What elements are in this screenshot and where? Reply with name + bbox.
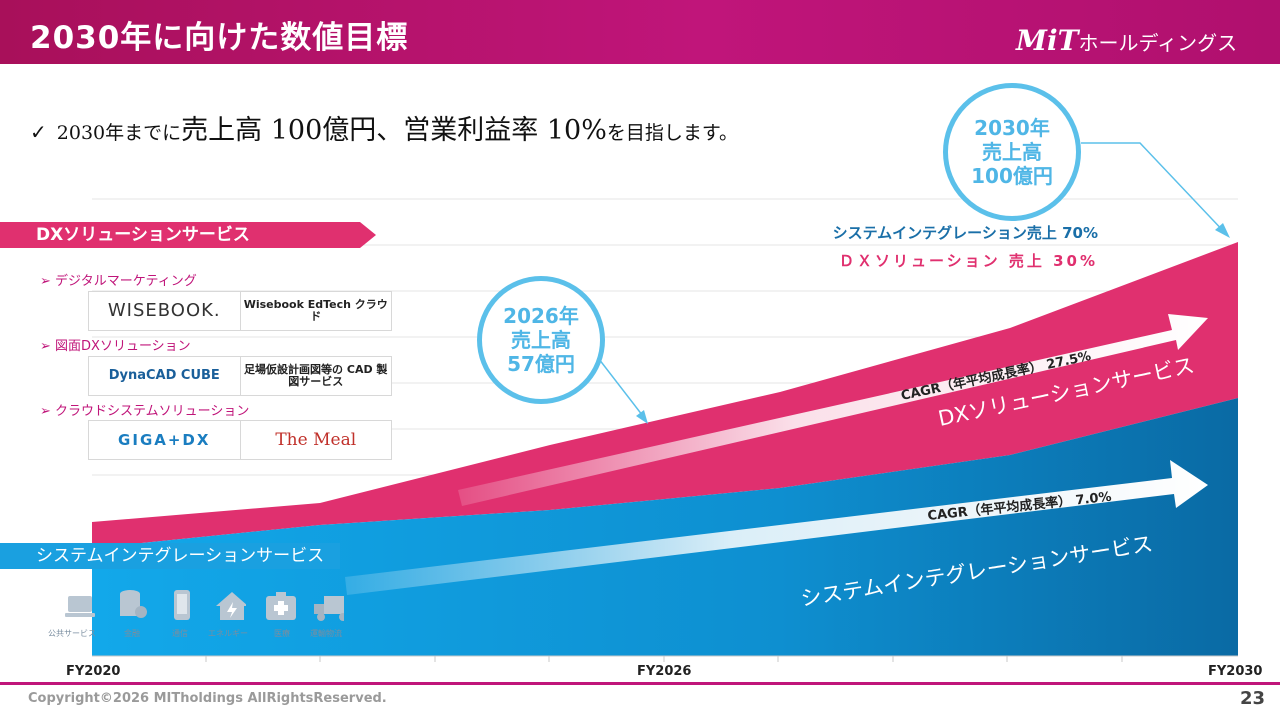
si-icon-label: 運輸物流 bbox=[310, 629, 342, 638]
dx-area bbox=[92, 242, 1238, 548]
dx-group-digital-marketing: ➢ デジタルマーケティング bbox=[40, 274, 197, 289]
x-tick-label: FY2020 bbox=[66, 664, 121, 679]
si-area bbox=[92, 398, 1238, 656]
si-icon-label: 医療 bbox=[274, 629, 290, 638]
brand-sub: ホールディングス bbox=[1078, 31, 1238, 55]
mobile-icon bbox=[174, 590, 190, 620]
si-icon-label: 公共サービス bbox=[48, 629, 96, 638]
dx-share-text: ＤＸソリューション 売上 30% bbox=[838, 252, 1098, 270]
dynacad-cube-logo: DynaCAD CUBE bbox=[108, 368, 220, 383]
footer-divider bbox=[0, 682, 1280, 685]
wisebook-logo: WISEBOOK. bbox=[107, 300, 221, 321]
si-icon-item bbox=[214, 590, 248, 626]
si-icon-item bbox=[264, 590, 296, 626]
x-axis bbox=[92, 655, 1238, 662]
callout-2026-label: 売上高 bbox=[511, 328, 571, 352]
si-icon-item bbox=[312, 594, 350, 626]
wisebook-edtech-logo: Wisebook EdTech クラウド bbox=[239, 292, 392, 330]
giga-dx-logo: GIGA+DX bbox=[118, 431, 211, 449]
goal-statement: ✓ 2030年までに売上高 100億円、営業利益率 10%を目指します。 bbox=[30, 108, 738, 147]
goal-prefix: 2030年までに bbox=[56, 122, 182, 144]
callout-2030-value: 100億円 bbox=[971, 164, 1053, 188]
callout-2026-arrowhead bbox=[636, 410, 648, 424]
house-energy-icon bbox=[216, 592, 248, 620]
callout-2026-value: 57億円 bbox=[507, 352, 575, 376]
callout-2030-line bbox=[1081, 142, 1229, 237]
header-bar bbox=[0, 0, 1280, 64]
callout-2030-arrowhead bbox=[1215, 223, 1230, 238]
si-icon-label: 通信 bbox=[172, 629, 188, 638]
goal-sales: 売上高 100億円、 bbox=[181, 115, 404, 146]
si-share-text: システムインテグレーション売上 70% bbox=[832, 224, 1098, 242]
dx-logo-row: WISEBOOK. Wisebook EdTech クラウド bbox=[88, 291, 392, 331]
x-tick-label: FY2026 bbox=[637, 664, 692, 679]
callout-2026-year: 2026年 bbox=[503, 304, 579, 328]
si-icon-label: エネルギー bbox=[208, 629, 248, 638]
page-number: 23 bbox=[1240, 688, 1266, 709]
dx-logo-row: DynaCAD CUBE 足場仮設計画図等の CAD 製図サービス bbox=[88, 356, 392, 396]
x-tick-label: FY2030 bbox=[1208, 664, 1263, 679]
dx-group-drawing: ➢ 図面DXソリューション bbox=[40, 339, 191, 354]
brand-main: MiT bbox=[1016, 24, 1079, 57]
goal-suffix: を目指します。 bbox=[606, 122, 738, 144]
check-icon: ✓ bbox=[30, 120, 47, 144]
callout-2030-bubble: 2030年 売上高 100億円 bbox=[943, 83, 1081, 221]
si-icon-item bbox=[64, 592, 96, 624]
goal-margin: 営業利益率 10% bbox=[403, 115, 607, 146]
si-section-label: システムインテグレーションサービス bbox=[0, 543, 340, 569]
database-icon bbox=[120, 590, 147, 618]
brand-logo: MiTホールディングス bbox=[1016, 24, 1237, 57]
callout-2026-bubble: 2026年 売上高 57億円 bbox=[477, 276, 605, 404]
dx-growth-arrow bbox=[458, 314, 1208, 506]
si-growth-arrow bbox=[345, 460, 1208, 595]
si-icon-item bbox=[116, 588, 148, 626]
copyright-text: Copyright©2026 MITholdings AllRightsRese… bbox=[28, 691, 387, 706]
cad-drafting-service-logo: 足場仮設計画図等の CAD 製図サービス bbox=[239, 357, 392, 395]
dx-section-label: DXソリューションサービス bbox=[0, 222, 376, 248]
laptop-icon bbox=[65, 596, 95, 617]
callout-2030-year: 2030年 bbox=[974, 116, 1050, 140]
callout-2030-label: 売上高 bbox=[982, 140, 1042, 164]
page-title: 2030年に向けた数値目標 bbox=[30, 20, 409, 56]
the-meal-logo: The Meal bbox=[239, 421, 392, 459]
medical-icon bbox=[266, 592, 296, 620]
truck-icon bbox=[314, 596, 350, 621]
dx-logo-row: GIGA+DX The Meal bbox=[88, 420, 392, 460]
si-icon-item bbox=[166, 588, 198, 626]
dx-group-cloud: ➢ クラウドシステムソリューション bbox=[40, 404, 250, 419]
si-icon-label: 金融 bbox=[124, 629, 140, 638]
